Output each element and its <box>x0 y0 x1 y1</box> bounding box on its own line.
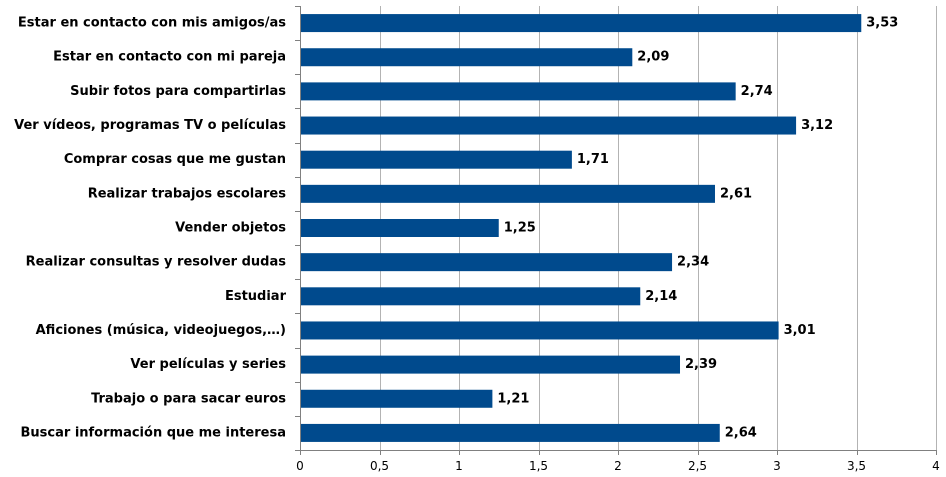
bar <box>301 116 797 135</box>
bar <box>301 423 720 442</box>
x-tick-labels: 0 0,5 1 1,5 2 2,5 3 3,5 4 <box>296 459 940 473</box>
category-label: Vender objetos <box>175 221 286 236</box>
value-label: 2,14 <box>645 289 677 304</box>
category-label: Ver películas y series <box>130 357 286 372</box>
category-label: Trabajo o para sacar euros <box>91 391 286 406</box>
category-label: Estudiar <box>225 289 287 304</box>
value-label: 1,25 <box>504 221 536 236</box>
bar <box>301 287 641 306</box>
x-tick-label: 1,5 <box>529 459 548 473</box>
bar <box>301 321 779 340</box>
category-label: Realizar trabajos escolares <box>88 186 287 201</box>
category-label: Buscar información que me interesa <box>21 425 287 440</box>
bar <box>301 389 493 408</box>
x-tick-label: 4 <box>932 459 940 473</box>
x-tick-label: 1 <box>455 459 463 473</box>
value-label: 3,01 <box>784 323 816 338</box>
value-label: 2,09 <box>637 50 669 65</box>
value-label: 1,71 <box>577 152 609 167</box>
x-tick-label: 0,5 <box>370 459 389 473</box>
bar <box>301 14 862 33</box>
value-label: 2,64 <box>725 425 757 440</box>
value-label: 2,61 <box>720 186 752 201</box>
value-label: 3,12 <box>801 118 833 133</box>
x-tick-label: 3,5 <box>847 459 866 473</box>
bar <box>301 184 715 203</box>
value-label: 2,34 <box>677 255 709 270</box>
bar <box>301 82 736 101</box>
category-label: Comprar cosas que me gustan <box>64 152 286 167</box>
category-label: Aficiones (música, videojuegos,…) <box>36 323 286 338</box>
value-label: 1,21 <box>497 391 529 406</box>
bars-group <box>301 14 862 442</box>
bar <box>301 253 673 272</box>
x-tick-label: 3 <box>773 459 781 473</box>
bar <box>301 48 633 67</box>
value-label: 2,39 <box>685 357 717 372</box>
x-tick-label: 2,5 <box>688 459 707 473</box>
x-tick-label: 0 <box>296 459 304 473</box>
vertical-gridlines <box>380 6 937 450</box>
bar <box>301 150 572 169</box>
value-label: 3,53 <box>866 16 898 31</box>
category-label: Realizar consultas y resolver dudas <box>26 255 287 270</box>
bar <box>301 219 499 237</box>
value-labels: 3,53 2,09 2,74 3,12 1,71 2,61 1,25 2,34 2,14 3,01… <box>497 16 898 441</box>
value-label: 2,74 <box>741 84 773 99</box>
category-label: Estar en contacto con mi pareja <box>53 50 286 65</box>
category-labels: Estar en contacto con mis amigos/as Estar… <box>14 16 286 441</box>
x-tick-label: 2 <box>614 459 622 473</box>
category-label: Ver vídeos, programas TV o películas <box>14 118 286 133</box>
category-label: Subir fotos para compartirlas <box>70 84 286 99</box>
axes-group <box>295 6 937 455</box>
bar <box>301 355 681 374</box>
category-label: Estar en contacto con mis amigos/as <box>18 16 286 31</box>
